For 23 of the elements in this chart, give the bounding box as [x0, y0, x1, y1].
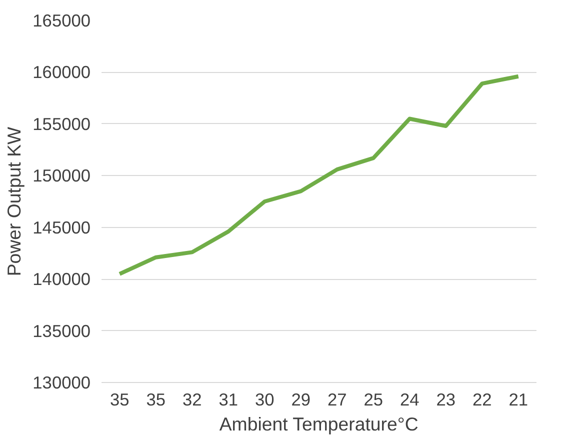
y-tick-label: 135000: [32, 320, 91, 341]
x-tick-label: 22: [472, 390, 492, 410]
x-tick-label: 32: [182, 390, 202, 410]
x-tick-label: 24: [400, 390, 420, 410]
x-tick-label: 35: [146, 390, 166, 410]
y-tick-label: 145000: [32, 217, 91, 238]
y-tick-label: 165000: [32, 10, 91, 30]
x-tick-label: 23: [436, 390, 456, 410]
x-tick-label: 25: [364, 390, 384, 410]
y-tick-label: 160000: [32, 62, 91, 82]
x-axis-title: Ambient Temperature°C: [219, 414, 418, 434]
y-tick-label: 155000: [32, 114, 91, 134]
x-tick-label: 35: [110, 390, 130, 410]
x-tick-label: 30: [254, 390, 274, 410]
line-series: [118, 74, 520, 276]
y-tick-label: 150000: [32, 166, 91, 186]
y-tick-label: 140000: [32, 269, 91, 290]
x-tick-label: 29: [291, 390, 311, 410]
x-tick-label: 27: [327, 390, 347, 410]
x-tick-label: 21: [508, 390, 528, 410]
x-tick-label: 31: [218, 390, 238, 410]
y-axis-title: Power Output KW: [4, 126, 25, 276]
y-tick-label: 130000: [32, 372, 91, 392]
